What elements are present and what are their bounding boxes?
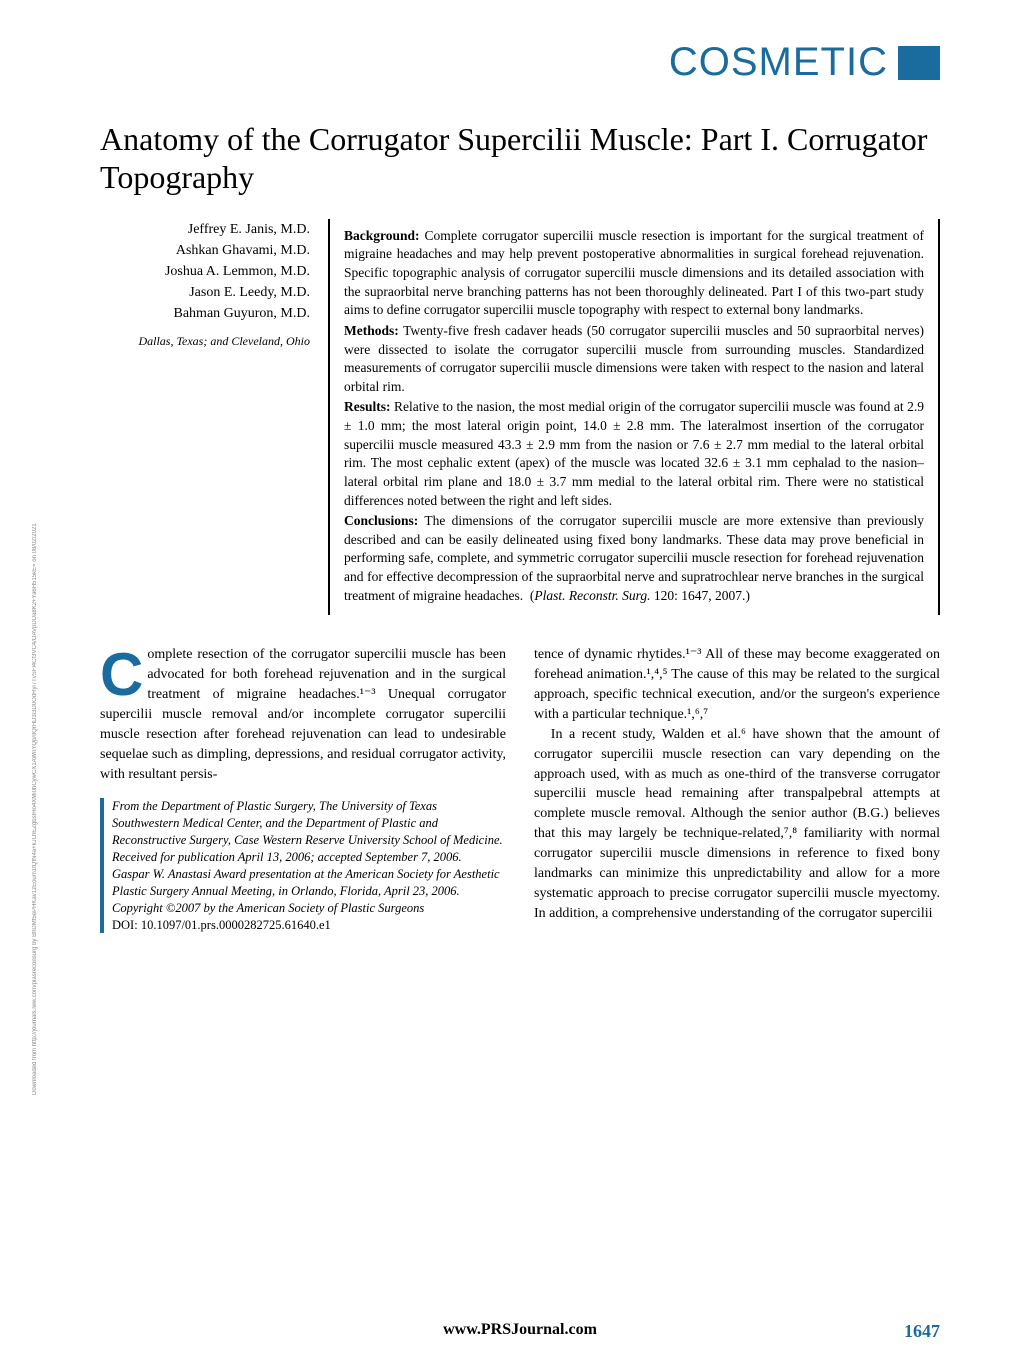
footer-url: www.PRSJournal.com xyxy=(443,1321,597,1339)
affiliation: Dallas, Texas; and Cleveland, Ohio xyxy=(100,332,310,350)
meta-abstract-row: Jeffrey E. Janis, M.D. Ashkan Ghavami, M… xyxy=(100,219,940,616)
footnote-line: From the Department of Plastic Surgery, … xyxy=(112,798,506,849)
footer-page-number: 1647 xyxy=(904,1321,940,1342)
author: Ashkan Ghavami, M.D. xyxy=(100,240,310,261)
author: Jason E. Leedy, M.D. xyxy=(100,282,310,303)
author: Joshua A. Lemmon, M.D. xyxy=(100,261,310,282)
body-columns: Complete resection of the corrugator sup… xyxy=(100,645,940,933)
author: Jeffrey E. Janis, M.D. xyxy=(100,219,310,240)
article-title: Anatomy of the Corrugator Supercilii Mus… xyxy=(100,120,940,197)
author: Bahman Guyuron, M.D. xyxy=(100,303,310,324)
abstract-methods: Methods: Twenty-five fresh cadaver heads… xyxy=(344,322,924,397)
body-para-1: Complete resection of the corrugator sup… xyxy=(100,645,506,784)
abstract-conclusions: Conclusions: The dimensions of the corru… xyxy=(344,512,924,605)
footnote-line: Copyright ©2007 by the American Society … xyxy=(112,900,506,917)
dropcap: C xyxy=(100,645,147,700)
doi: DOI: 10.1097/01.prs.0000282725.61640.e1 xyxy=(112,917,506,934)
abs-res-text: Relative to the nasion, the most medial … xyxy=(344,399,924,507)
abs-meth-text: Twenty-five fresh cadaver heads (50 corr… xyxy=(344,323,924,394)
citation-journal: Plast. Reconstr. Surg. xyxy=(534,588,650,603)
para1-text: omplete resection of the corrugator supe… xyxy=(100,647,506,781)
footnote-line: Received for publication April 13, 2006;… xyxy=(112,849,506,866)
download-watermark: Downloaded from http://journals.lww.com/… xyxy=(32,335,42,1095)
section-label: COSMETIC xyxy=(669,40,888,85)
authors-block: Jeffrey E. Janis, M.D. Ashkan Ghavami, M… xyxy=(100,219,310,616)
footnote-block: From the Department of Plastic Surgery, … xyxy=(100,798,506,933)
abs-conc-label: Conclusions: xyxy=(344,513,418,528)
body-para-3: In a recent study, Walden et al.⁶ have s… xyxy=(534,725,940,924)
section-block-icon xyxy=(898,46,940,80)
citation-details: 120: 1647, 2007. xyxy=(654,588,746,603)
body-para-2: tence of dynamic rhytides.¹⁻³ All of the… xyxy=(534,645,940,725)
abs-res-label: Results: xyxy=(344,399,391,414)
column-left: Complete resection of the corrugator sup… xyxy=(100,645,506,933)
column-right: tence of dynamic rhytides.¹⁻³ All of the… xyxy=(534,645,940,933)
footnote-line: Gaspar W. Anastasi Award presentation at… xyxy=(112,866,506,900)
abstract-results: Results: Relative to the nasion, the mos… xyxy=(344,398,924,510)
abstract-block: Background: Complete corrugator supercil… xyxy=(328,219,940,616)
abs-meth-label: Methods: xyxy=(344,323,399,338)
abstract-background: Background: Complete corrugator supercil… xyxy=(344,227,924,320)
page-footer: www.PRSJournal.com 1647 xyxy=(100,1321,940,1339)
abs-bg-label: Background: xyxy=(344,228,420,243)
abs-bg-text: Complete corrugator supercilii muscle re… xyxy=(344,228,924,318)
section-banner: COSMETIC xyxy=(100,40,940,85)
